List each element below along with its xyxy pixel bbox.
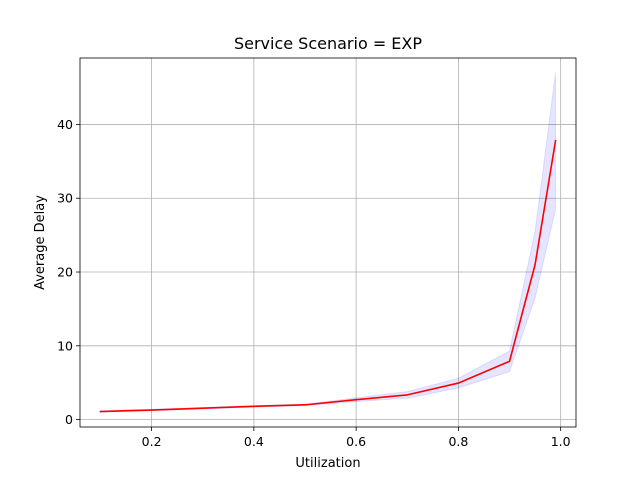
x-tick-label: 1.0 <box>551 434 571 449</box>
x-axis-label: Utilization <box>295 456 360 471</box>
series-line-layer <box>99 139 557 413</box>
grid-lines <box>80 58 576 427</box>
y-axis-label: Average Delay <box>33 195 48 290</box>
x-tick-label: 0.4 <box>244 434 264 449</box>
y-tick-label: 0 <box>65 412 73 427</box>
y-tick-label: 40 <box>57 117 73 132</box>
x-tick-label: 0.6 <box>346 434 366 449</box>
x-tick-label: 0.8 <box>448 434 468 449</box>
axis-ticks: 0.2 0.4 0.6 0.8 1.0 0 10 20 30 40 <box>57 117 571 449</box>
y-tick-label: 30 <box>57 191 73 206</box>
plot-frame <box>79 57 577 428</box>
series-line <box>99 139 557 413</box>
x-tick-label: 0.2 <box>142 434 162 449</box>
chart-title: Service Scenario = EXP <box>234 34 422 53</box>
y-tick-label: 10 <box>57 338 73 353</box>
y-tick-label: 20 <box>57 265 73 280</box>
